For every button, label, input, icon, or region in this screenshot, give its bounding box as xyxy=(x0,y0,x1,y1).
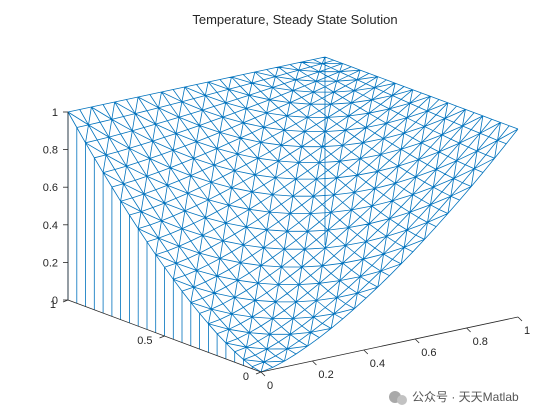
z-axis: 0 0.2 0.4 0.6 0.8 1 xyxy=(43,107,69,307)
y-tick-mark xyxy=(159,335,165,339)
x-tick-label: 0.8 xyxy=(473,336,488,348)
z-tick-label: 0 xyxy=(52,295,58,307)
x-tick-mark xyxy=(312,360,317,366)
surface-wireframe xyxy=(67,56,519,373)
x-tick-label: 0.2 xyxy=(318,369,333,381)
x-axis-line xyxy=(260,316,519,373)
x-axis: 0 0.2 0.4 0.6 0.8 1 xyxy=(260,316,530,392)
z-tick-label: 0.2 xyxy=(43,257,58,269)
watermark-text: 公众号 · 天天Matlab xyxy=(412,390,519,404)
x-tick-mark xyxy=(363,349,369,355)
y-tick-label: 0 xyxy=(243,371,249,383)
x-tick-mark xyxy=(260,371,266,377)
chart-title: Temperature, Steady State Solution xyxy=(192,12,397,27)
watermark: 公众号 · 天天Matlab xyxy=(389,390,519,405)
x-tick-mark xyxy=(466,327,471,333)
x-tick-label: 0.6 xyxy=(421,347,436,359)
z-tick-label: 1 xyxy=(52,107,58,119)
x-tick-label: 1 xyxy=(524,325,530,337)
wechat-icon xyxy=(389,391,407,405)
mesh-surface xyxy=(67,56,519,373)
y-tick-label: 0.5 xyxy=(137,335,152,347)
x-tick-mark xyxy=(414,338,420,344)
x-tick-mark xyxy=(517,316,523,322)
z-tick-label: 0.4 xyxy=(43,220,58,232)
y-axis: 00.51 xyxy=(50,299,262,383)
x-tick-label: 0.4 xyxy=(370,358,385,370)
z-tick-label: 0.8 xyxy=(43,145,58,157)
x-tick-label: 0 xyxy=(267,380,273,392)
y-tick-label: 1 xyxy=(50,299,56,311)
y-tick-mark xyxy=(62,299,69,303)
z-tick-label: 0.6 xyxy=(43,182,58,194)
y-tick-mark xyxy=(255,371,262,375)
